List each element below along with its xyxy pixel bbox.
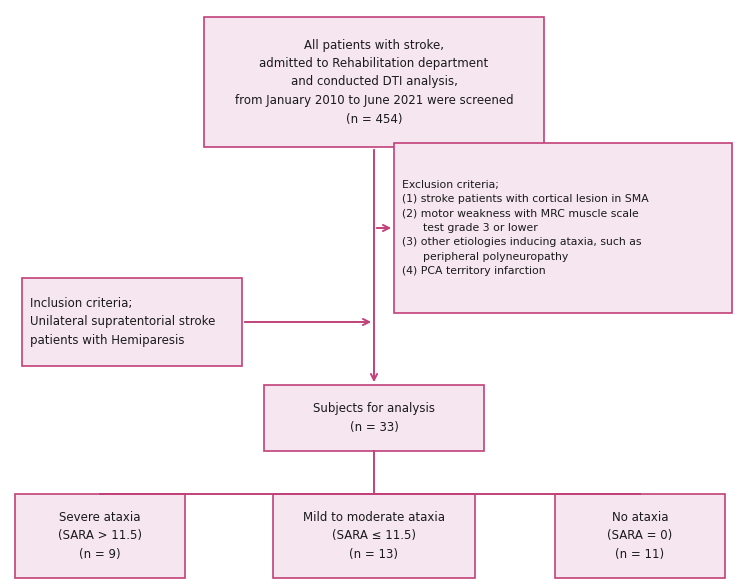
FancyBboxPatch shape [264,385,484,451]
FancyBboxPatch shape [22,278,242,366]
Text: Subjects for analysis
(n = 33): Subjects for analysis (n = 33) [313,402,435,434]
Text: No ataxia
(SARA = 0)
(n = 11): No ataxia (SARA = 0) (n = 11) [607,511,672,561]
FancyBboxPatch shape [204,17,544,147]
FancyBboxPatch shape [273,494,475,578]
FancyBboxPatch shape [15,494,185,578]
FancyBboxPatch shape [394,143,732,313]
Text: All patients with stroke,
admitted to Rehabilitation department
and conducted DT: All patients with stroke, admitted to Re… [235,38,513,125]
Text: Severe ataxia
(SARA > 11.5)
(n = 9): Severe ataxia (SARA > 11.5) (n = 9) [58,511,142,561]
Text: Mild to moderate ataxia
(SARA ≤ 11.5)
(n = 13): Mild to moderate ataxia (SARA ≤ 11.5) (n… [303,511,445,561]
FancyBboxPatch shape [555,494,725,578]
Text: Exclusion criteria;
(1) stroke patients with cortical lesion in SMA
(2) motor we: Exclusion criteria; (1) stroke patients … [402,180,649,276]
Text: Inclusion criteria;
Unilateral supratentorial stroke
patients with Hemiparesis: Inclusion criteria; Unilateral supratent… [30,297,215,347]
